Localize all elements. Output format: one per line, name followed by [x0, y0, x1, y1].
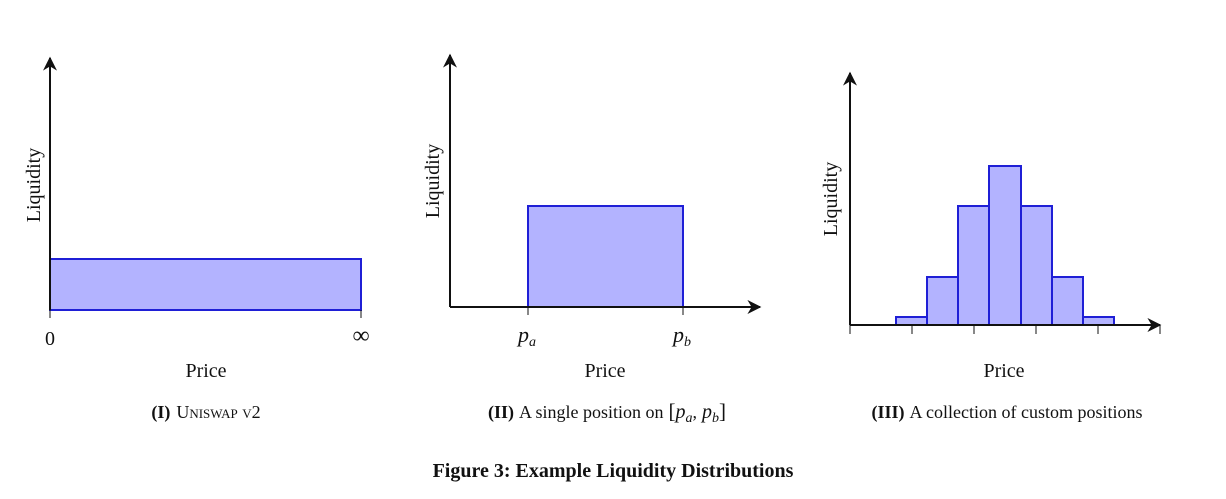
caption: (II) A single position on [pa, pb]	[488, 399, 726, 426]
ticks	[849, 325, 1161, 334]
panel-2: pa pb Liquidity Price (II) A single posit…	[422, 53, 762, 426]
panel-3: Liquidity Price (III) A collection of cus…	[820, 71, 1162, 423]
x-label: Price	[983, 360, 1024, 382]
x-label: Price	[185, 360, 226, 382]
sub: a	[686, 411, 693, 426]
caption-label: (I)	[151, 402, 170, 423]
x-label: Price	[584, 360, 625, 382]
position	[1051, 276, 1084, 326]
y-label: Liquidity	[23, 148, 45, 222]
sub: b	[684, 335, 691, 350]
y-label: Liquidity	[422, 144, 444, 218]
caption-label: (II)	[488, 402, 514, 423]
figure-caption: Figure 3: Example Liquidity Distribution…	[433, 460, 794, 482]
caption-text: A collection of custom positions	[910, 402, 1143, 422]
position	[1082, 316, 1115, 326]
position	[895, 316, 928, 326]
sep: ,	[693, 402, 698, 422]
p: p	[671, 322, 684, 347]
caption-text: A single position on	[519, 402, 664, 422]
p: p	[674, 401, 686, 423]
p: p	[700, 401, 712, 423]
x-tick-label: 0	[45, 328, 55, 350]
position	[988, 165, 1022, 326]
caption-label: (III)	[872, 402, 905, 423]
panel-1: 0 ∞ Liquidity Price (I) Uniswap v2	[23, 56, 370, 423]
y-label: Liquidity	[820, 162, 842, 236]
x-tick-label: pb	[671, 322, 691, 350]
x-tick-label: ∞	[352, 323, 369, 349]
sub: a	[529, 335, 536, 350]
position	[1020, 205, 1053, 326]
liquidity-band	[49, 258, 362, 311]
caption: (I) Uniswap v2	[151, 402, 260, 423]
position	[926, 276, 959, 326]
sub: b	[712, 411, 719, 426]
caption: (III) A collection of custom positions	[872, 402, 1143, 423]
p: p	[516, 322, 529, 347]
caption-text: Uniswap v2	[176, 402, 260, 422]
position	[957, 205, 990, 326]
bracket: [	[669, 399, 676, 423]
bracket: ]	[719, 399, 726, 423]
x-tick-label: pa	[516, 322, 536, 350]
position	[527, 205, 684, 308]
